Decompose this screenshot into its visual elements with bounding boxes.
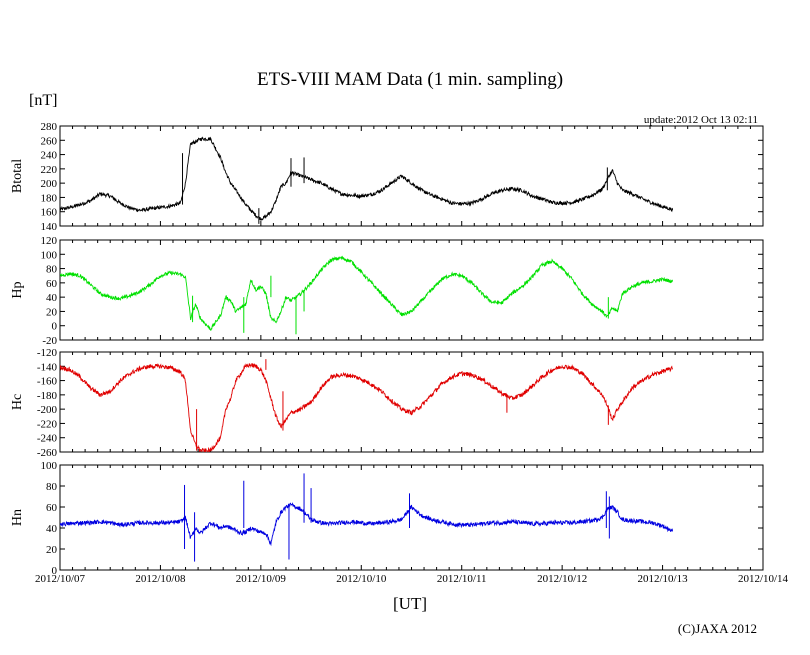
y-axis-label-hc: Hc bbox=[10, 394, 25, 410]
y-tick-label: 40 bbox=[46, 292, 58, 304]
y-tick-label: 40 bbox=[46, 523, 58, 535]
y-axis-label-btotal: Btotal bbox=[10, 159, 25, 193]
x-tick-label: 2012/10/09 bbox=[236, 573, 287, 585]
y-tick-label: 80 bbox=[46, 264, 58, 276]
y-tick-label: 60 bbox=[46, 278, 58, 290]
y-tick-label: -160 bbox=[37, 376, 58, 388]
y-tick-label: 0 bbox=[52, 321, 58, 333]
y-axis-label-hp: Hp bbox=[10, 281, 25, 298]
y-tick-label: 0 bbox=[52, 565, 58, 577]
panel-frame bbox=[59, 125, 764, 227]
x-axis-label: [UT] bbox=[393, 594, 427, 613]
y-tick-label: -200 bbox=[37, 404, 58, 416]
y-tick-label: 100 bbox=[41, 460, 58, 472]
x-tick-label: 2012/10/14 bbox=[738, 573, 789, 585]
series-line-hc bbox=[60, 363, 673, 452]
y-tick-label: 260 bbox=[41, 135, 58, 147]
series-line-btotal bbox=[60, 136, 674, 221]
y-tick-label: 200 bbox=[41, 178, 58, 190]
x-tick-label: 2012/10/11 bbox=[437, 573, 487, 585]
y-tick-label: -20 bbox=[42, 335, 57, 347]
y-tick-label: -220 bbox=[37, 418, 58, 430]
y-tick-label: -260 bbox=[37, 447, 58, 459]
panel-hn: 0 20 40 60 80 100 Hn bbox=[10, 460, 764, 577]
x-tick-label: 2012/10/12 bbox=[537, 573, 587, 585]
y-tick-label: 180 bbox=[41, 192, 58, 204]
y-tick-label: 140 bbox=[41, 221, 58, 233]
y-tick-label: 120 bbox=[41, 235, 58, 247]
unit-label: [nT] bbox=[29, 92, 57, 109]
y-tick-label: -240 bbox=[37, 433, 58, 445]
series-line-hn bbox=[60, 502, 674, 547]
y-tick-label: -180 bbox=[37, 390, 58, 402]
y-tick-label: -140 bbox=[37, 361, 58, 373]
x-tick-label: 2012/10/10 bbox=[336, 573, 387, 585]
panel-btotal: 140 160 180 200 220 240 260 280 Btotal bbox=[10, 121, 764, 233]
credit-label: (C)JAXA 2012 bbox=[678, 621, 757, 636]
chart-title: ETS-VIII MAM Data (1 min. sampling) bbox=[257, 69, 563, 90]
y-tick-label: 160 bbox=[41, 207, 58, 219]
x-tick-label: 2012/10/08 bbox=[135, 573, 186, 585]
y-tick-label: 100 bbox=[41, 249, 58, 261]
panel-frame bbox=[59, 464, 764, 571]
y-tick-label: 280 bbox=[41, 121, 58, 133]
panels-layer: 140160180200220240260280Btotal-200204060… bbox=[10, 121, 764, 577]
panel-frame bbox=[59, 239, 764, 341]
y-tick-label: 240 bbox=[41, 150, 58, 162]
x-tick-label: 2012/10/07 bbox=[35, 573, 86, 585]
x-tick-labels: 2012/10/07 2012/10/08 2012/10/09 2012/10/10… bbox=[35, 573, 789, 585]
series-line-hp bbox=[60, 255, 674, 331]
y-axis-label-hn: Hn bbox=[10, 509, 25, 526]
y-tick-label: 20 bbox=[46, 544, 58, 556]
x-tick-label: 2012/10/13 bbox=[638, 573, 689, 585]
update-label: update:2012 Oct 13 02:11 bbox=[644, 114, 758, 126]
y-tick-label: 20 bbox=[46, 306, 58, 318]
y-tick-label: 60 bbox=[46, 502, 58, 514]
panel-hc: -260 -240 -220 -200 -180 -160 -140 -120 Hc bbox=[10, 347, 764, 459]
y-tick-label: 220 bbox=[41, 164, 58, 176]
y-tick-label: -120 bbox=[37, 347, 58, 359]
y-tick-label: 80 bbox=[46, 481, 58, 493]
panel-hp: -20 0 20 40 60 80 100 120 Hp bbox=[10, 235, 764, 347]
